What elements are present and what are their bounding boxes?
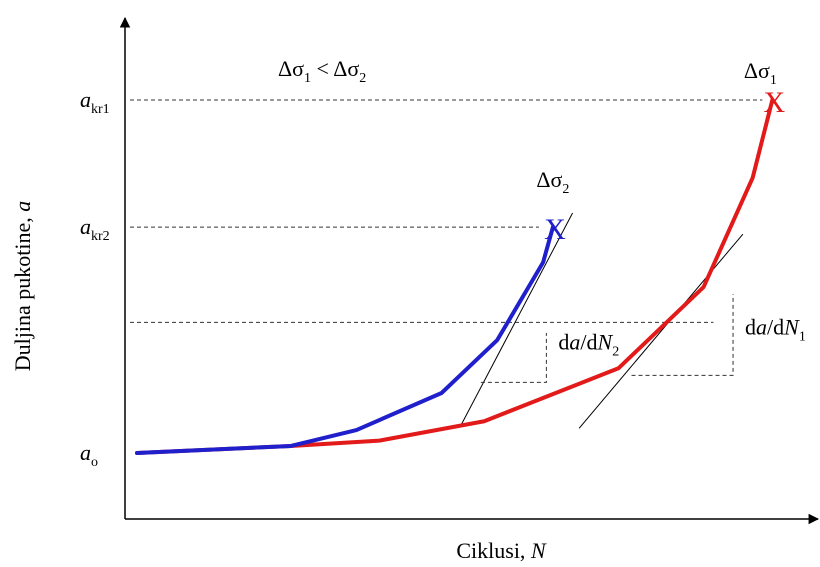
series-line-2 <box>135 98 775 455</box>
tangent-line-1 <box>460 212 574 425</box>
slope-label-1: da/dN2 <box>558 330 619 360</box>
y-axis-title: Duljina pukotine, a <box>10 201 35 371</box>
failure-marker-1: X <box>544 213 566 246</box>
series-line-1 <box>135 225 555 455</box>
slope-label-2: da/dN1 <box>745 315 806 345</box>
series-name-1: Δσ2 <box>536 167 569 197</box>
y-tick-labels: akr1 akr2 ao <box>80 87 110 470</box>
x-axis-title: Ciklusi, N <box>456 538 547 563</box>
series-labels: X X Δσ2 Δσ1 da/dN2 da/dN1 <box>536 58 805 360</box>
series-layer <box>135 98 775 455</box>
y-tick-label-kr1: akr1 <box>80 87 110 117</box>
relation-annotation: Δσ1 < Δσ2 <box>278 56 366 86</box>
y-tick-label-o: ao <box>80 440 98 470</box>
y-tick-label-kr2: akr2 <box>80 214 110 244</box>
tangent-line-2 <box>578 233 744 429</box>
reference-lines <box>130 99 763 323</box>
slope-triangle-1 <box>480 332 547 383</box>
failure-marker-2: X <box>764 86 786 119</box>
series-name-2: Δσ1 <box>744 58 777 88</box>
tangent-lines <box>460 212 744 429</box>
slope-triangle-2 <box>631 294 734 376</box>
